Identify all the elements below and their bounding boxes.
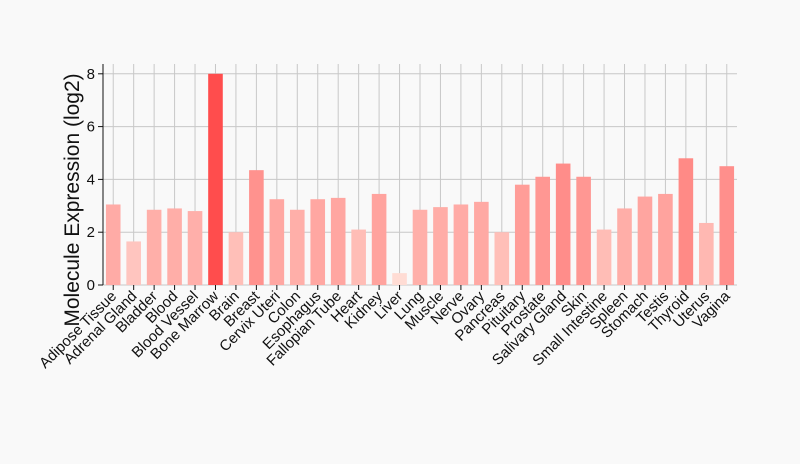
y-tick-label: 4 <box>87 171 95 188</box>
bars <box>105 73 735 285</box>
bar <box>167 208 182 285</box>
bar <box>617 208 632 285</box>
bar <box>289 209 305 285</box>
bar <box>146 209 162 285</box>
bar <box>494 232 510 285</box>
bar <box>371 193 387 285</box>
y-tick-label: 0 <box>87 277 95 294</box>
bar <box>330 197 346 285</box>
y-axis-title: Molecule Expression (log2) <box>61 73 84 326</box>
bar <box>535 176 551 285</box>
bar <box>678 158 694 285</box>
bar <box>576 176 591 285</box>
bar <box>351 229 366 285</box>
bar <box>453 204 469 285</box>
bar <box>555 163 571 285</box>
bar <box>514 184 530 285</box>
bar <box>637 196 653 285</box>
bar <box>228 232 244 285</box>
bar <box>699 222 714 285</box>
bar <box>658 193 673 285</box>
y-tick-label: 6 <box>87 119 95 136</box>
bar <box>187 211 203 285</box>
y-tick-label: 2 <box>87 224 95 241</box>
bar <box>433 207 448 285</box>
bar <box>105 204 121 285</box>
bar <box>269 199 285 285</box>
y-tick-label: 8 <box>87 66 95 83</box>
bar <box>474 201 489 285</box>
axes <box>98 64 728 290</box>
bar <box>310 199 326 285</box>
bar <box>208 73 223 285</box>
bar <box>596 229 612 285</box>
bar <box>126 241 141 285</box>
bar <box>719 166 735 285</box>
bar <box>249 170 264 285</box>
bar <box>412 209 428 285</box>
bar <box>392 273 407 285</box>
